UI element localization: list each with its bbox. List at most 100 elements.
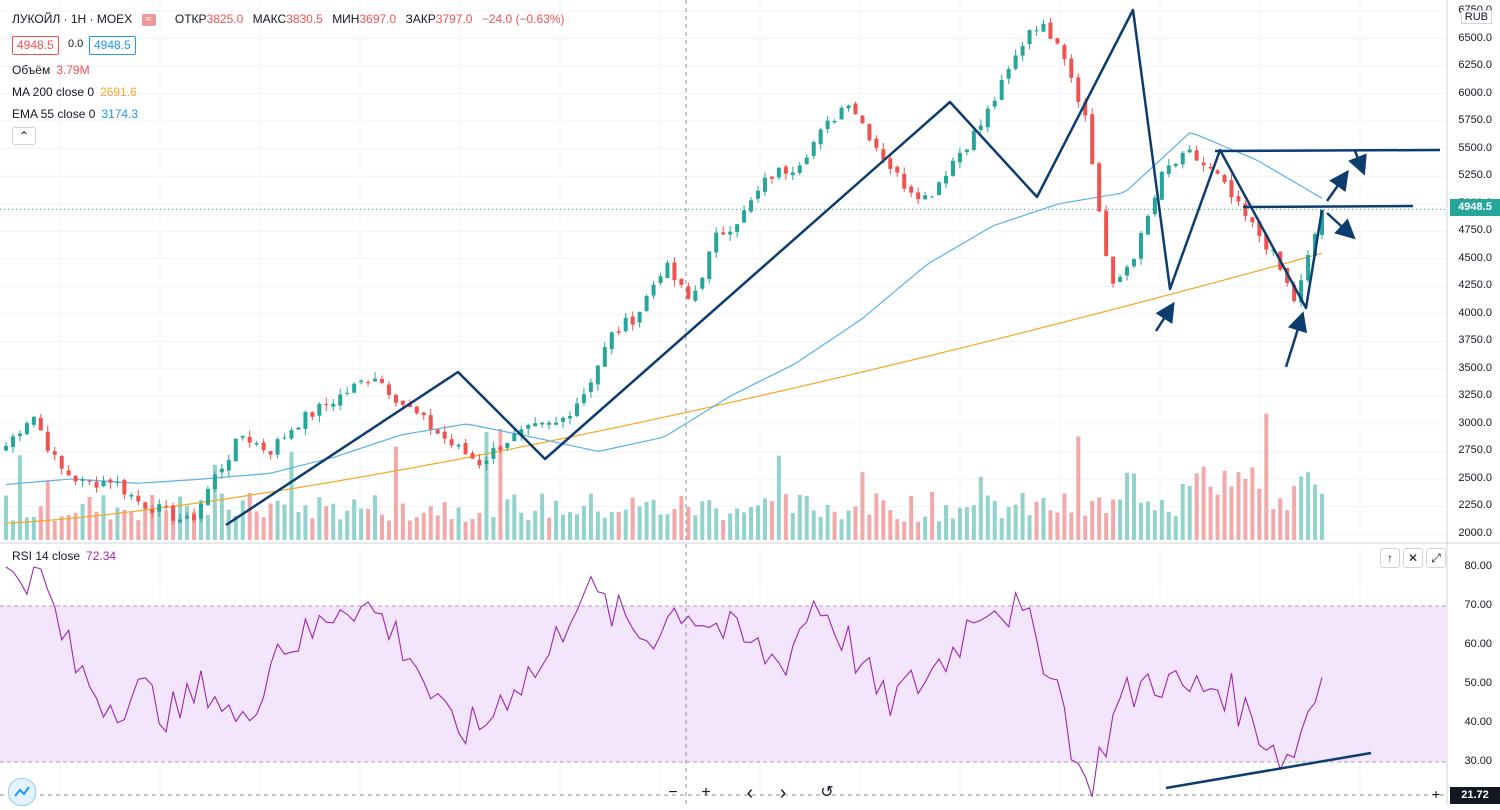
volume-bar (1292, 486, 1297, 540)
volume-bar (895, 519, 900, 540)
ema55-legend[interactable]: EMA 55 close 0 3174.3 (12, 107, 139, 121)
candle-body (804, 157, 809, 165)
ohlc-low: МИН3697.0 (332, 12, 397, 26)
rsi-axis-label: 80.00 (1464, 560, 1492, 572)
buy-button[interactable]: 4948.5 (89, 36, 136, 55)
volume-bar (1118, 499, 1123, 540)
volume-bar (303, 505, 308, 540)
candle-body (693, 290, 698, 301)
volume-bar (512, 494, 517, 540)
candle-body (101, 480, 106, 487)
candle-body (985, 108, 990, 128)
sell-button[interactable]: 4948.5 (12, 36, 59, 55)
candle-body (185, 515, 190, 519)
plus-icon[interactable]: + (1432, 786, 1441, 802)
candle-body (762, 177, 767, 192)
volume-bar (442, 502, 447, 540)
chevron-right-icon[interactable]: › (779, 782, 787, 804)
rsi-legend[interactable]: RSI 14 close 72.34 (12, 549, 117, 563)
volume-bar (944, 505, 948, 540)
volume-bar (581, 506, 586, 540)
rsi-axis-label: 70.00 (1464, 599, 1492, 611)
candle-body (1111, 256, 1116, 284)
candle-body (345, 392, 350, 394)
arrow-up-icon[interactable]: ↑ (1380, 548, 1400, 568)
candle-body (874, 138, 879, 148)
candle-body (602, 347, 607, 367)
minus-icon[interactable]: − (668, 784, 678, 801)
volume-bar (853, 506, 858, 540)
candle-body (964, 149, 969, 153)
symbol-title[interactable]: ЛУКОЙЛ · 1H · MOEX (12, 12, 133, 26)
candle-body (73, 475, 78, 482)
candle-body (136, 495, 141, 502)
reset-icon[interactable]: ↺ (820, 784, 834, 801)
volume-bar (574, 514, 579, 540)
candle-body (978, 125, 983, 130)
candle-body (324, 403, 329, 405)
candle-body (366, 382, 371, 384)
candle-body (895, 166, 900, 173)
candle-body (212, 474, 217, 490)
maximize-icon[interactable]: ⤢ (1426, 548, 1446, 568)
price-axis-label: 5500.0 (1458, 141, 1492, 154)
volume-bar (380, 514, 384, 540)
volume-legend[interactable]: Объём 3.79M (12, 63, 90, 77)
candle-body (1055, 38, 1060, 44)
volume-bar (1138, 502, 1143, 540)
currency-label[interactable]: RUB (1460, 10, 1492, 24)
spread-value: 0.0 (68, 38, 84, 50)
candle-body (1069, 58, 1074, 78)
candle-body (971, 130, 976, 151)
arrow-annotation (1326, 212, 1356, 240)
close-icon[interactable]: ✕ (1403, 548, 1423, 568)
compare-icon[interactable]: ≈ (141, 13, 156, 26)
volume-bar (1222, 470, 1227, 540)
candle-body (1187, 149, 1192, 153)
volume-bar (1062, 493, 1067, 540)
candle-body (129, 494, 134, 497)
candle-body (574, 403, 579, 416)
candle-body (1013, 55, 1018, 69)
candle-body (630, 316, 635, 325)
volume-bar (1145, 501, 1150, 540)
volume-bar (449, 519, 454, 540)
plus-icon[interactable]: + (701, 784, 711, 801)
volume-bar (24, 517, 29, 540)
chevron-up-icon[interactable]: ⌃ (12, 127, 36, 145)
candle-body (825, 120, 830, 129)
volume-bar (776, 455, 781, 540)
volume-bar (407, 520, 412, 540)
candle-body (867, 123, 872, 141)
tradingview-logo-icon[interactable] (8, 778, 36, 806)
price-axis-label: 5750.0 (1458, 114, 1492, 127)
ma200-legend[interactable]: MA 200 close 0 2691.6 (12, 85, 137, 99)
volume-bar (568, 512, 572, 540)
candle-body (143, 502, 148, 509)
arrow-annotation (1348, 150, 1367, 176)
volume-bar (94, 511, 99, 540)
candle-body (1083, 101, 1088, 116)
volume-bar (456, 507, 461, 540)
volume-bar (45, 480, 50, 540)
volume-bar (87, 497, 92, 540)
candle-body (275, 439, 280, 455)
volume-bar (616, 512, 621, 540)
candle-body (1104, 210, 1109, 256)
candle-body (122, 479, 127, 495)
volume-bar (971, 505, 976, 540)
price-axis-label: 2500.0 (1458, 471, 1492, 484)
volume-bar (435, 515, 440, 540)
volume-bar (769, 500, 774, 540)
candle-body (115, 481, 120, 483)
candle-body (679, 278, 684, 285)
candle-body (783, 166, 788, 174)
candle-body (1201, 162, 1206, 166)
chevron-left-icon[interactable]: ‹ (746, 782, 754, 804)
candle-body (386, 384, 391, 395)
candle-body (999, 79, 1004, 100)
volume-bar (80, 504, 85, 540)
ema55-line (5, 132, 1323, 486)
rsi-axis-label: 40.00 (1464, 716, 1492, 728)
